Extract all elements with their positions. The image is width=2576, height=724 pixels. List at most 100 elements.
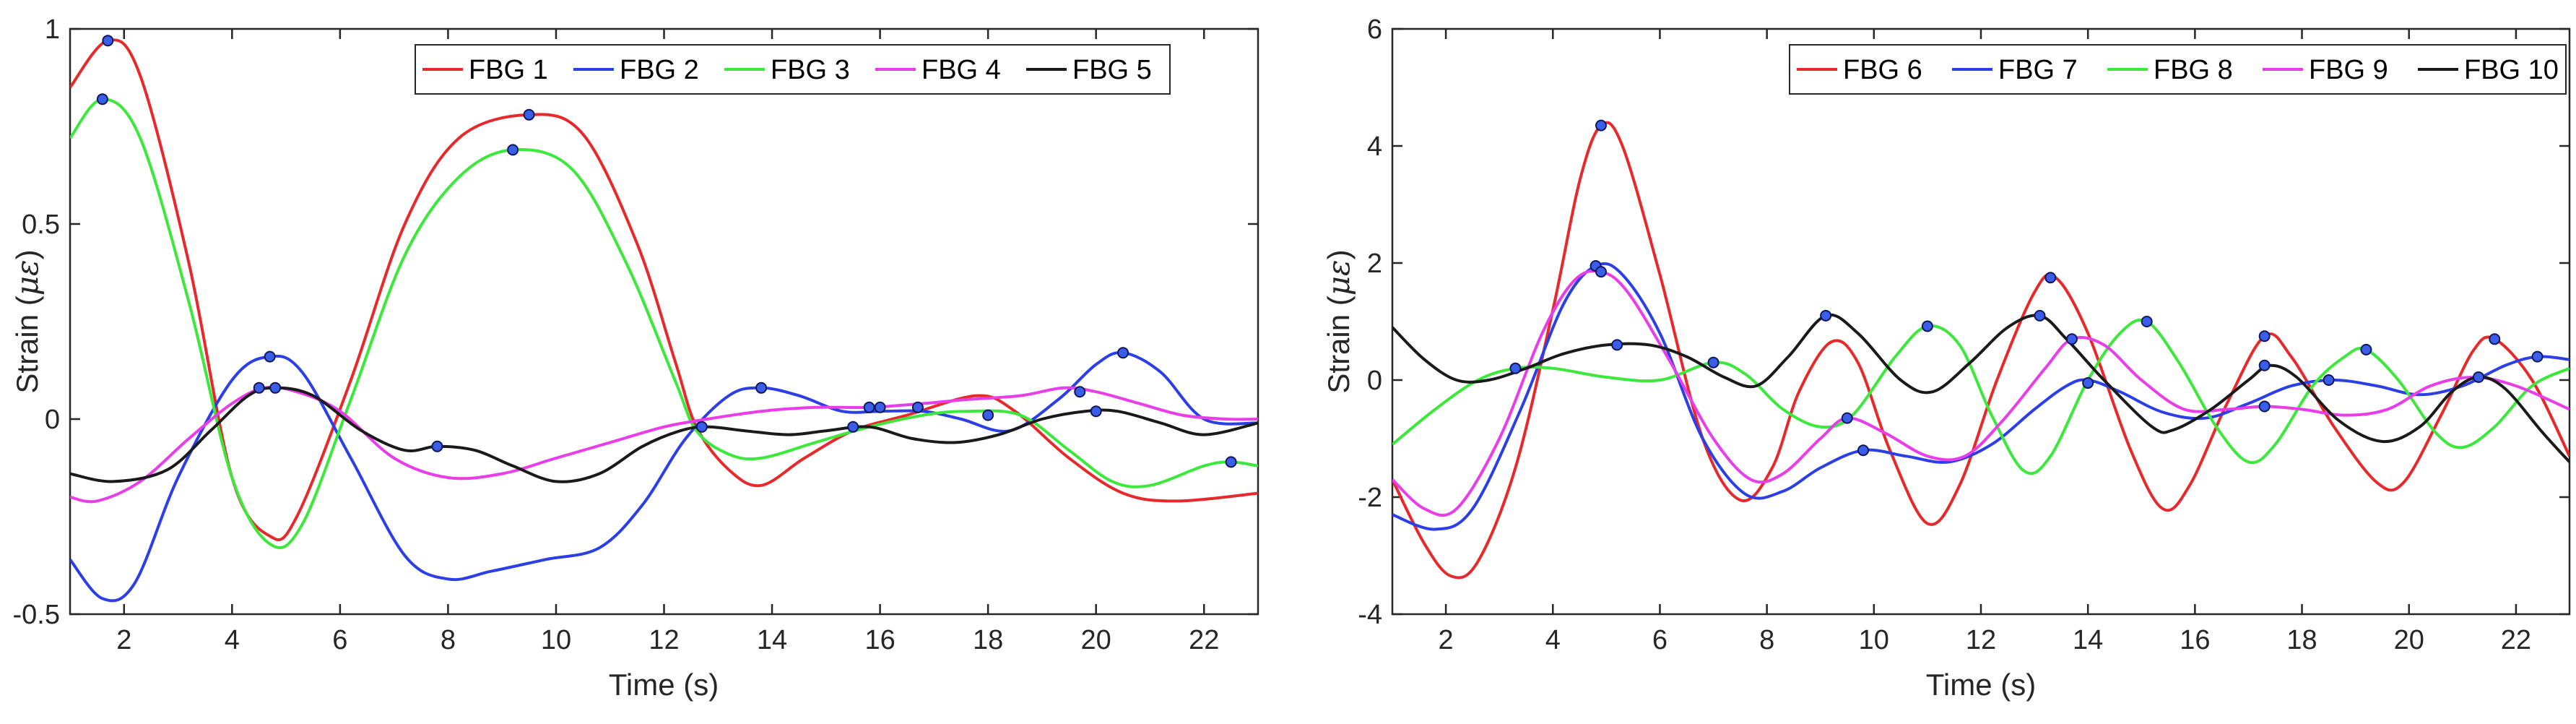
- left-legend-label: FBG 1: [469, 55, 548, 85]
- right-x-tick-label: 8: [1759, 625, 1774, 655]
- right-y-axis-label-main: Strain (: [1322, 296, 1356, 393]
- left-peak-marker: [264, 350, 276, 363]
- right-legend: FBG 6 FBG 7 FBG 8 FBG 9 FBG 10: [1789, 44, 2567, 95]
- left-x-tick-label: 18: [973, 625, 1003, 655]
- right-legend-label: FBG 8: [2154, 55, 2233, 85]
- right-x-tick-label: 18: [2286, 625, 2317, 655]
- right-x-tick-label: 12: [1966, 625, 1996, 655]
- left-x-tick-label: 8: [441, 625, 456, 655]
- left-peak-marker: [269, 382, 282, 394]
- right-peak-marker: [1921, 320, 1933, 332]
- right-x-tick-label: 10: [1859, 625, 1889, 655]
- right-chart: 2 4 6 8 10 12 14 16 18 20 22 -4 -2 0 2 4 6 Time (s) Str…: [1321, 14, 2571, 702]
- left-peak-marker: [874, 401, 886, 413]
- right-y-tick-label: -4: [1358, 600, 1382, 630]
- left-y-tick-label: -0.5: [13, 600, 60, 630]
- right-peak-marker: [2258, 330, 2271, 342]
- left-peak-marker: [1090, 405, 1102, 418]
- left-y-tick-label: 0.5: [22, 210, 60, 240]
- left-peak-marker: [253, 382, 265, 394]
- left-series-lines: [70, 38, 1258, 603]
- left-x-tick-label: 4: [225, 625, 240, 655]
- left-series-line-fbg-1: [70, 38, 1258, 541]
- right-x-tick-label: 14: [2073, 625, 2103, 655]
- right-x-tick-label: 4: [1545, 625, 1561, 655]
- right-y-tick-label: 2: [1367, 249, 1382, 279]
- right-peak-marker: [2141, 316, 2153, 327]
- left-x-tick-label: 16: [864, 625, 895, 655]
- left-series-line-fbg-4: [70, 385, 1258, 504]
- left-peak-marker: [523, 108, 535, 121]
- left-x-tick-label: 20: [1081, 625, 1111, 655]
- right-peak-marker: [1841, 412, 1853, 424]
- left-legend-label: FBG 4: [921, 55, 1001, 85]
- left-peak-marker: [507, 144, 519, 156]
- left-legend-label: FBG 3: [771, 55, 850, 85]
- left-peak-marker: [431, 440, 443, 452]
- right-peak-marker: [2082, 377, 2094, 389]
- right-x-tick-label: 6: [1652, 625, 1668, 655]
- left-x-tick-label: 12: [649, 625, 679, 655]
- right-peak-marker: [2323, 374, 2335, 386]
- right-y-tick-label: 6: [1367, 14, 1382, 45]
- left-peak-marker: [982, 409, 994, 421]
- left-x-tick-label: 6: [332, 625, 347, 655]
- right-peak-marker: [1595, 266, 1607, 278]
- left-y-axis-label-symbol: με: [9, 259, 45, 296]
- right-legend-label: FBG 7: [1998, 55, 2078, 85]
- right-x-tick-label: 16: [2180, 625, 2210, 655]
- left-y-tick-label: 1: [45, 14, 60, 45]
- right-x-tick-label: 2: [1439, 625, 1454, 655]
- right-peak-marker: [2489, 333, 2501, 345]
- left-y-axis-label-end: ): [10, 249, 44, 259]
- left-x-axis-label: Time (s): [609, 668, 719, 702]
- right-peak-marker: [1707, 356, 1719, 369]
- left-x-tick-label: 2: [116, 625, 131, 655]
- left-legend: FBG 1 FBG 2 FBG 3 FBG 4 FBG 5: [415, 44, 1171, 95]
- left-legend-label: FBG 5: [1072, 55, 1152, 85]
- left-peak-marker: [847, 421, 859, 433]
- right-y-tick-label: 4: [1367, 132, 1382, 162]
- right-y-axis-label: Strain (με): [1321, 249, 1356, 393]
- right-series-lines: [1392, 121, 2570, 579]
- right-peak-marker: [2531, 350, 2544, 363]
- right-peak-marker: [1611, 339, 1623, 351]
- right-peak-marker: [1820, 309, 1832, 322]
- right-x-tick-label: 22: [2501, 625, 2531, 655]
- right-legend-label: FBG 6: [1843, 55, 1922, 85]
- left-peak-marker: [1117, 347, 1129, 359]
- right-x-ticks: 2 4 6 8 10 12 14 16 18 20 22: [1439, 29, 2531, 655]
- right-series-line-fbg-10: [1392, 313, 2570, 463]
- left-peak-marker: [1225, 456, 1237, 468]
- left-series-line-fbg-5: [70, 386, 1258, 483]
- left-series-line-fbg-2: [70, 350, 1258, 603]
- left-peak-marker: [863, 401, 875, 413]
- right-y-tick-label: -2: [1358, 483, 1382, 513]
- right-series-markers: [1509, 119, 2544, 457]
- right-legend-label: FBG 9: [2309, 55, 2388, 85]
- left-y-axis-label-main: Strain (: [10, 296, 44, 393]
- right-peak-marker: [2258, 359, 2271, 371]
- left-series-markers: [96, 35, 1237, 468]
- right-x-tick-label: 20: [2394, 625, 2424, 655]
- right-peak-marker: [1595, 119, 1607, 132]
- right-series-line-fbg-6: [1392, 121, 2570, 579]
- right-legend-label: FBG 10: [2464, 55, 2559, 85]
- right-peak-marker: [2034, 309, 2046, 322]
- right-plot-area: [1391, 27, 2571, 616]
- right-y-tick-label: 0: [1367, 366, 1382, 396]
- left-chart: 2 4 6 8 10 12 14 16 18 20 22 -0.5 0 0.5 1 Time (s) St…: [9, 14, 1259, 702]
- right-peak-marker: [2044, 272, 2057, 284]
- left-x-tick-label: 22: [1189, 625, 1219, 655]
- right-peak-marker: [1857, 444, 1869, 457]
- left-peak-marker: [755, 382, 768, 394]
- left-peak-marker: [695, 421, 708, 433]
- right-y-axis-label-symbol: με: [1321, 259, 1356, 296]
- left-peak-marker: [102, 35, 114, 47]
- left-x-ticks: 2 4 6 8 10 12 14 16 18 20 22: [116, 29, 1219, 655]
- left-x-tick-label: 14: [757, 625, 787, 655]
- right-peak-marker: [2473, 371, 2485, 383]
- left-legend-label: FBG 2: [620, 55, 699, 85]
- left-y-tick-label: 0: [45, 405, 60, 435]
